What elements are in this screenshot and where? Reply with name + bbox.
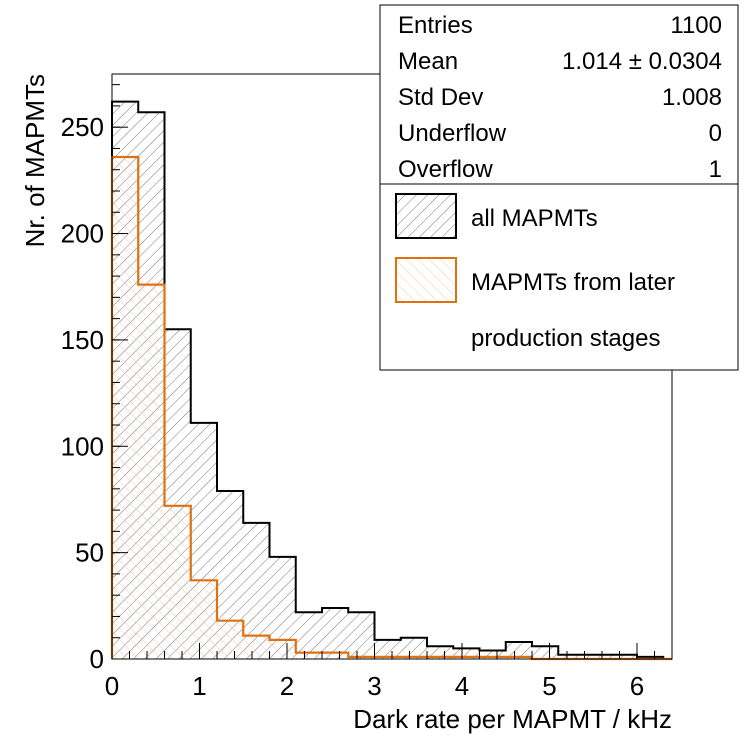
y-tick-label: 200 bbox=[61, 219, 104, 249]
all-bar bbox=[400, 637, 427, 659]
stats-box: Entries 1100 Mean 1.014 ± 0.0304 Std Dev 1.00… bbox=[379, 4, 739, 186]
later-bar bbox=[269, 639, 296, 659]
all-bar bbox=[505, 641, 532, 659]
all-bar bbox=[374, 639, 401, 659]
later-bar bbox=[190, 580, 217, 659]
x-tick-label: 5 bbox=[542, 671, 556, 701]
all-bar bbox=[322, 607, 349, 659]
later-bar bbox=[112, 156, 139, 660]
stats-value: 1100 bbox=[670, 12, 722, 39]
legend-label-all: all MAPMTs bbox=[471, 205, 598, 232]
later-bar bbox=[164, 505, 191, 659]
all-bar bbox=[348, 612, 375, 659]
stats-value: 1.008 bbox=[662, 84, 722, 111]
stats-value: 0 bbox=[709, 120, 722, 147]
later-bar bbox=[322, 652, 349, 659]
axes bbox=[111, 84, 673, 660]
later-bar bbox=[295, 652, 322, 659]
stats-label: Underflow bbox=[398, 120, 507, 147]
stats-label: Mean bbox=[398, 48, 458, 75]
all-bar bbox=[558, 654, 585, 659]
all-bar bbox=[479, 650, 506, 659]
x-tick-label: 6 bbox=[630, 671, 644, 701]
y-tick-label: 150 bbox=[61, 325, 104, 355]
x-tick-label: 2 bbox=[280, 671, 294, 701]
legend: all MAPMTs MAPMTs from later production … bbox=[379, 183, 739, 371]
legend-label-later: MAPMTs from later bbox=[471, 269, 675, 296]
stats-label: Std Dev bbox=[398, 84, 483, 111]
x-tick-label: 4 bbox=[455, 671, 469, 701]
all-bar bbox=[453, 648, 480, 659]
all-mapmts-outline bbox=[111, 100, 672, 660]
y-axis-label: Nr. of MAPMTs bbox=[20, 74, 50, 247]
all-bar bbox=[532, 646, 559, 659]
later-bar bbox=[138, 284, 165, 659]
stats-label: Overflow bbox=[398, 156, 493, 183]
stats-label: Entries bbox=[398, 12, 473, 39]
all-bar bbox=[584, 654, 611, 659]
later-bar bbox=[243, 635, 270, 659]
tick-labels: 0 1 2 3 4 5 6 0 50 100 150 200 250 bbox=[61, 112, 645, 701]
y-tick-label: 100 bbox=[61, 431, 104, 461]
x-tick-label: 3 bbox=[367, 671, 381, 701]
y-tick-label: 250 bbox=[61, 112, 104, 142]
x-tick-label: 0 bbox=[105, 671, 119, 701]
stats-value: 1.014 ± 0.0304 bbox=[562, 48, 722, 75]
x-tick-label: 1 bbox=[192, 671, 206, 701]
y-tick-label: 50 bbox=[75, 538, 104, 568]
y-tick-label: 0 bbox=[90, 644, 104, 674]
later-bar bbox=[217, 620, 244, 659]
all-bar bbox=[610, 654, 637, 659]
stats-value: 1 bbox=[709, 156, 722, 183]
x-axis-label: Dark rate per MAPMT / kHz bbox=[353, 704, 672, 734]
legend-swatch-later bbox=[395, 257, 457, 303]
all-bar bbox=[295, 612, 322, 659]
legend-swatch-all bbox=[395, 193, 457, 239]
legend-label-later-cont: production stages bbox=[471, 325, 660, 352]
